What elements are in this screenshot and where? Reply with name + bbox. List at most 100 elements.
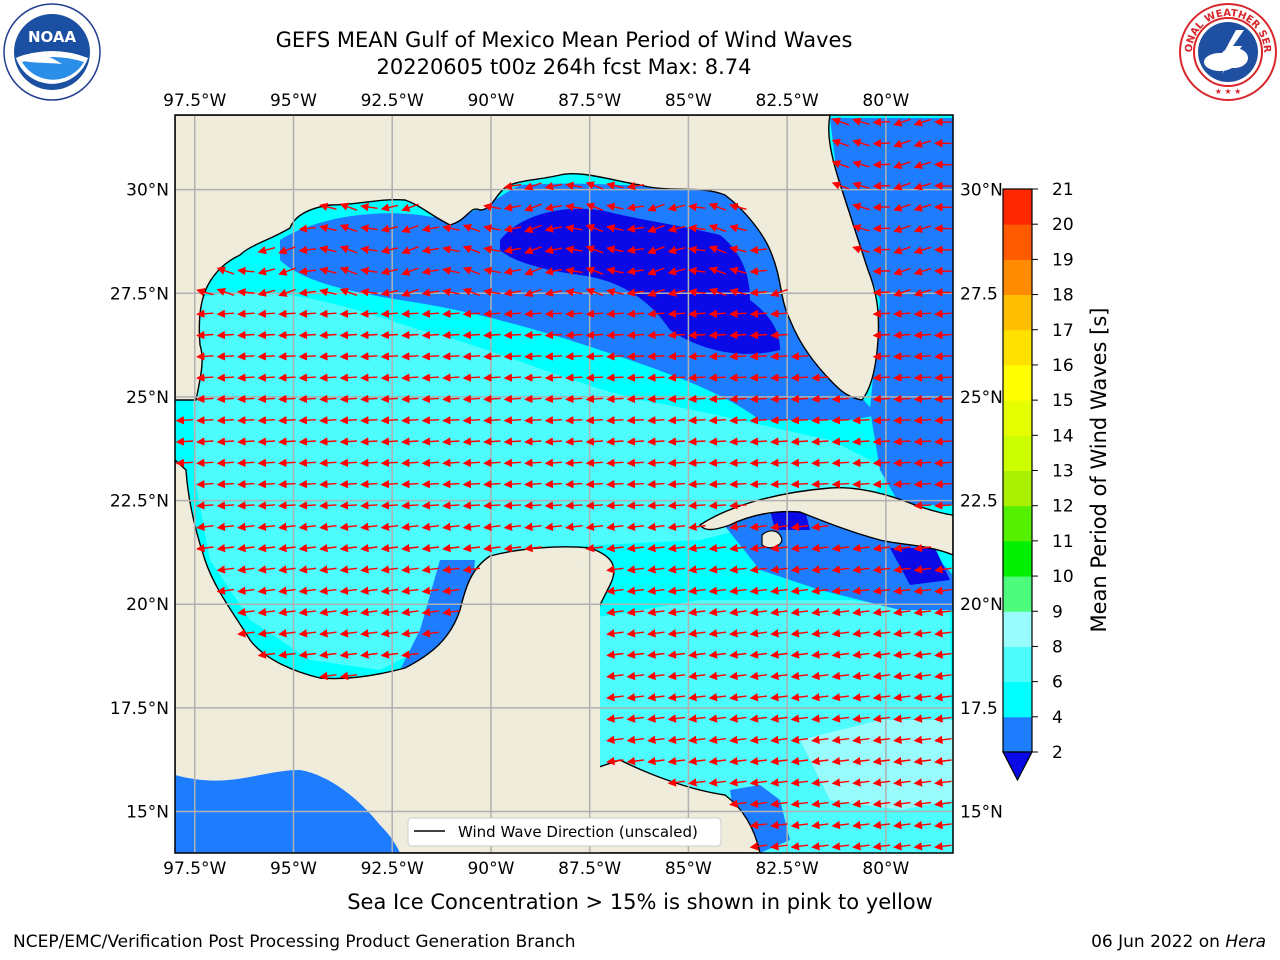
wave-arrow — [872, 629, 891, 638]
wave-arrow — [401, 437, 419, 446]
colorbar-tick-label: 8 — [1052, 637, 1063, 657]
wave-arrow — [544, 203, 563, 212]
wave-arrow — [401, 330, 419, 340]
wave-arrow — [237, 458, 255, 468]
wave-arrow — [524, 522, 542, 531]
wave-arrow — [708, 693, 727, 702]
wave-arrow — [872, 309, 891, 318]
wave-arrow — [626, 309, 645, 318]
wave-arrow — [626, 245, 645, 255]
wave-arrow — [708, 202, 727, 211]
wave-arrow — [442, 373, 460, 382]
wave-arrow — [893, 182, 911, 191]
land-cuba — [699, 487, 953, 556]
colorbar-tick-label: 9 — [1052, 602, 1063, 622]
wave-arrow — [934, 373, 952, 382]
wave-arrow — [319, 586, 337, 595]
wave-arrow — [811, 416, 829, 425]
wave-arrow — [606, 629, 624, 638]
wave-arrow — [647, 714, 665, 723]
wave-arrow — [708, 650, 727, 659]
wave-arrow — [503, 330, 522, 340]
wave-arrow — [893, 267, 911, 276]
wave-arrow — [790, 735, 809, 744]
wave-arrow — [503, 479, 522, 489]
wave-arrow — [749, 458, 768, 468]
wave-arrow — [237, 288, 255, 297]
wave-arrow — [626, 607, 645, 617]
wave-arrow — [196, 330, 214, 340]
map-frame — [174, 114, 954, 854]
colorbar-segment — [1003, 294, 1032, 331]
wave-arrow — [606, 224, 624, 233]
wave-arrow — [421, 288, 440, 297]
wave-arrow — [913, 139, 932, 148]
wave-arrow — [565, 394, 583, 404]
wave-arrow — [729, 522, 747, 531]
wave-arrow — [380, 416, 399, 425]
wave-arrow — [749, 565, 768, 574]
wave-arrow — [872, 820, 891, 830]
wave-arrow — [298, 394, 317, 404]
wave-arrow — [872, 416, 891, 425]
wave-arrow — [893, 203, 911, 212]
lat-label-left: 27.5°N — [110, 284, 169, 304]
wave-arrow — [544, 288, 563, 297]
wave-arrow — [852, 799, 870, 808]
wave-arrow — [585, 309, 604, 318]
wave-arrow — [544, 267, 563, 276]
wave-arrow — [831, 437, 850, 446]
wave-arrow — [934, 799, 952, 808]
wave-arrow — [421, 565, 440, 574]
wave-arrow — [462, 522, 481, 531]
wave-arrow — [811, 735, 829, 744]
wave-arrow — [626, 394, 645, 404]
wave-arrow — [893, 629, 911, 638]
wave-arrow — [688, 607, 706, 617]
wave-arrow — [462, 501, 481, 510]
wave-arrow — [421, 330, 440, 340]
wave-arrow — [729, 565, 747, 574]
wave-arrow — [872, 756, 891, 766]
lon-label-bottom: 92.5°W — [361, 859, 424, 879]
colorbar-segment — [1003, 505, 1032, 542]
wave-arrow — [852, 543, 870, 553]
wave-arrow — [237, 543, 255, 553]
wave-arrow — [421, 416, 440, 425]
wave-arrow — [667, 394, 686, 404]
colorbar-tick-label: 14 — [1052, 426, 1074, 446]
wave-arrow — [380, 267, 399, 276]
wave-arrow — [688, 650, 706, 659]
wave-arrow — [749, 714, 768, 723]
wave-arrow — [401, 288, 419, 297]
wave-arrow — [339, 373, 358, 382]
wave-arrow — [647, 671, 665, 681]
wave-arrow — [626, 522, 645, 531]
wave-arrow — [380, 607, 399, 617]
wave-arrow — [483, 224, 501, 233]
wave-arrow — [852, 160, 870, 169]
colorbar-segment — [1003, 716, 1032, 753]
wave-arrow — [749, 543, 768, 553]
wave-arrow — [708, 352, 727, 361]
wave-arrow — [688, 501, 706, 510]
wave-arrow — [913, 288, 932, 297]
wave-arrow — [749, 693, 768, 702]
wave-arrow — [585, 373, 604, 382]
wave-arrow — [688, 224, 706, 233]
wave-arrow — [585, 479, 604, 489]
wave-arrow — [913, 458, 932, 468]
wave-arrow — [647, 735, 665, 744]
wave-arrow — [729, 416, 747, 425]
colorbar-tick-label: 17 — [1052, 321, 1074, 341]
wave-arrow — [319, 394, 337, 404]
colorbar-tick-label: 16 — [1052, 356, 1074, 376]
wave-arrow — [893, 586, 911, 595]
wave-arrow — [339, 394, 358, 404]
wave-arrow — [524, 309, 542, 318]
wave-arrow — [401, 650, 419, 659]
wave-arrow — [257, 267, 276, 276]
wave-arrow — [524, 224, 542, 233]
wave-arrow — [380, 373, 399, 382]
wave-arrow — [790, 842, 809, 851]
